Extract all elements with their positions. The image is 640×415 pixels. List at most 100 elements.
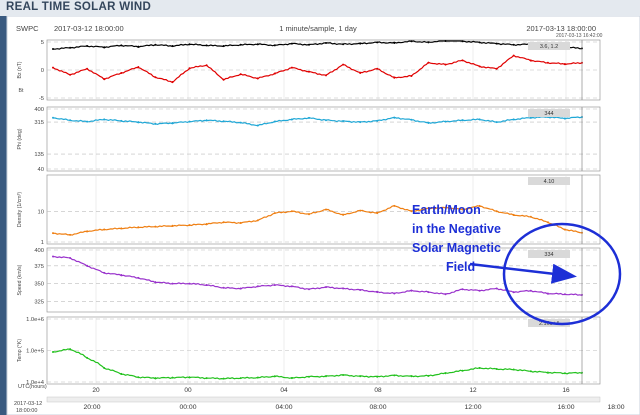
annotation-line-3: Solar Magnetic <box>412 241 501 255</box>
data-point <box>325 74 327 77</box>
x-tick-label-bottom: 00:00 <box>179 404 196 411</box>
data-point <box>529 116 532 119</box>
data-point <box>410 210 413 213</box>
data-point <box>69 348 72 351</box>
data-point <box>256 77 259 80</box>
data-point <box>137 66 140 68</box>
data-point <box>69 257 72 259</box>
data-point <box>222 120 225 123</box>
data-point <box>120 44 123 47</box>
data-point <box>222 286 225 289</box>
data-point <box>563 293 566 296</box>
data-point <box>444 293 447 296</box>
annotation-arrow <box>469 262 577 284</box>
data-point <box>222 377 225 380</box>
data-point <box>393 292 396 295</box>
data-point <box>376 67 379 70</box>
data-point <box>461 369 464 372</box>
data-point <box>342 374 345 376</box>
data-point <box>325 208 327 211</box>
data-point <box>86 230 89 233</box>
data-point <box>308 70 310 73</box>
y-tick-label: 1.0e+4 <box>26 380 45 386</box>
data-point <box>461 208 464 211</box>
data-point <box>495 368 498 370</box>
data-point <box>69 233 72 236</box>
data-point <box>205 377 208 380</box>
data-point <box>546 221 549 224</box>
data-point <box>478 289 481 292</box>
x-tick-label: 12 <box>469 387 477 394</box>
data-point <box>342 287 345 290</box>
data-point <box>103 271 106 274</box>
x-tick-label: 08 <box>374 387 382 394</box>
data-point <box>103 367 106 369</box>
series-bz-line <box>52 54 583 84</box>
data-point <box>52 255 54 258</box>
data-point <box>376 291 379 294</box>
data-point <box>393 76 396 79</box>
data-point <box>393 42 396 44</box>
x-tick-label: 20 <box>92 387 100 394</box>
data-point <box>239 73 242 76</box>
data-point <box>427 291 430 294</box>
sample-rate-label: 1 minute/sample, 1 day <box>279 24 357 33</box>
data-point <box>290 42 293 45</box>
data-point <box>478 41 481 44</box>
y-tick-label: 315 <box>34 120 44 126</box>
data-point <box>188 67 191 70</box>
y-tick-label: 0 <box>41 68 44 74</box>
data-point <box>52 232 54 235</box>
data-point <box>512 368 515 371</box>
data-point <box>273 72 276 75</box>
data-point <box>393 204 396 207</box>
data-point <box>512 54 515 57</box>
bt-label: Bt <box>19 88 24 94</box>
annotation-line-2: in the Negative <box>412 222 501 236</box>
start-date-label: 2017-03-12 18:00:00 <box>54 24 124 33</box>
data-point <box>239 287 242 290</box>
data-point <box>290 377 293 380</box>
data-point <box>308 117 310 119</box>
data-point <box>546 61 549 64</box>
x-tick-label-bottom: 18:00 <box>607 404 624 411</box>
data-point <box>273 120 276 123</box>
data-point <box>495 287 498 290</box>
data-point <box>137 276 140 279</box>
time-scroll-bar[interactable] <box>46 396 601 403</box>
annotation-line-4: Field <box>446 260 475 274</box>
data-point <box>69 46 72 49</box>
data-point <box>444 63 447 66</box>
y-axis-label: Temp (°K) <box>17 339 23 362</box>
data-point <box>376 375 379 378</box>
y-axis-label: Density (1/cm³) <box>17 192 23 227</box>
data-point <box>188 43 191 46</box>
x-tick-label-bottom: 04:00 <box>275 404 292 411</box>
y-tick-label: -5 <box>39 96 44 102</box>
y-tick-label: 325 <box>34 299 44 305</box>
data-point <box>52 351 54 353</box>
x-tick-label-bottom: 20:00 <box>83 404 100 411</box>
data-point <box>188 120 191 123</box>
y-tick-label: 400 <box>34 248 44 254</box>
data-point <box>86 356 89 359</box>
data-point <box>427 41 430 44</box>
latest-value-box <box>528 250 570 258</box>
y-tick-label: 135 <box>34 152 44 158</box>
title-bar: REAL TIME SOLAR WIND <box>0 0 640 17</box>
x-axis: UTC(hours) 2017-03-12 18:00:00 20 00 04 08 1… <box>14 384 625 414</box>
data-point <box>205 64 208 67</box>
annotation-ellipse <box>502 222 622 326</box>
data-point <box>188 224 191 227</box>
data-point <box>359 209 362 212</box>
data-point <box>154 43 157 46</box>
data-point <box>137 45 140 48</box>
latest-value-box <box>528 42 570 50</box>
data-point <box>308 375 310 378</box>
data-point <box>120 119 123 122</box>
data-point <box>103 118 106 121</box>
data-point <box>495 210 498 213</box>
bottom-date-label: 2017-03-12 <box>14 401 42 407</box>
data-point <box>256 285 259 288</box>
data-point <box>393 116 396 119</box>
